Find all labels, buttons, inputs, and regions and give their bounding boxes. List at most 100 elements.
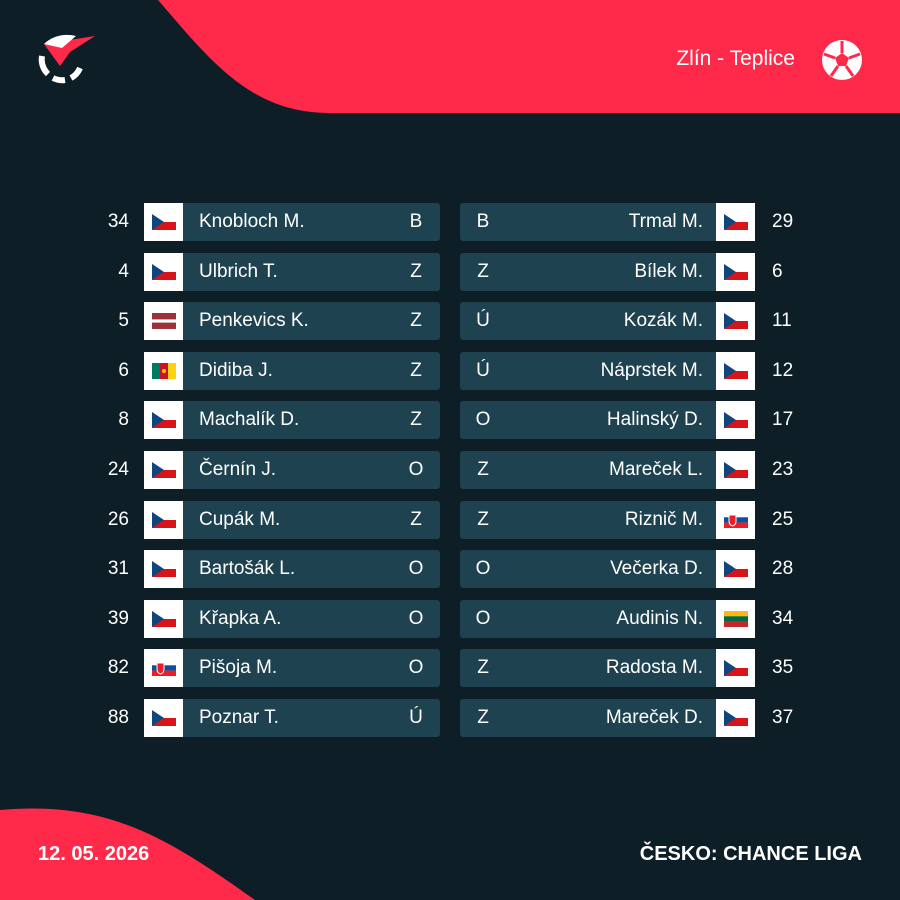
position: Z — [410, 359, 422, 381]
player-name: Mareček L. — [609, 459, 703, 480]
flag — [144, 550, 183, 589]
position: B — [409, 211, 423, 232]
flag — [716, 649, 755, 688]
player-row: Bílek M. Z — [460, 252, 755, 291]
player-row: Penkevics K. Z — [144, 302, 440, 341]
player-row: Bartošák L. O — [144, 550, 440, 589]
flag — [144, 500, 183, 539]
shirt-number: 34 — [107, 211, 129, 232]
player-name: Machalík D. — [199, 409, 300, 431]
league: ČESKO: CHANCE LIGA — [639, 843, 862, 865]
player-row: Pišoja M. O — [144, 649, 440, 688]
shirt-number: 28 — [772, 558, 794, 580]
shirt-number: 39 — [107, 607, 129, 629]
player-name: Poznar T. — [199, 707, 279, 728]
flag — [716, 401, 755, 440]
flag — [144, 451, 183, 489]
shirt-number: 24 — [107, 459, 129, 480]
player-row: Machalík D. Z — [144, 401, 440, 440]
position: Ú — [476, 310, 490, 332]
shirt-number: 26 — [107, 508, 129, 530]
flag — [716, 599, 755, 638]
position: Z — [410, 508, 422, 530]
position: Z — [477, 707, 489, 728]
shirt-number: 11 — [772, 310, 792, 332]
flag — [716, 203, 755, 241]
player-row: Černín J. O — [144, 451, 440, 489]
shirt-number: 6 — [772, 260, 783, 282]
player-name: Bartošák L. — [199, 558, 296, 580]
position: Ú — [409, 707, 423, 728]
position: Z — [477, 508, 489, 530]
player-row: Riznič M. Z — [460, 500, 755, 539]
position: Z — [477, 260, 489, 282]
position: O — [475, 607, 491, 629]
player-row: Audinis N. O — [460, 599, 755, 638]
position: O — [408, 607, 424, 629]
shirt-number: 4 — [118, 260, 129, 282]
flag — [716, 451, 755, 489]
flag — [144, 699, 183, 737]
player-name: Penkevics K. — [199, 310, 309, 332]
flag — [716, 550, 755, 589]
position: Z — [410, 409, 422, 431]
shirt-number: 6 — [118, 359, 129, 381]
player-name: Kozák M. — [623, 310, 703, 332]
shirt-number: 12 — [772, 359, 794, 381]
shirt-number: 35 — [772, 657, 794, 679]
flag — [716, 252, 755, 291]
flag — [716, 351, 755, 390]
position: O — [408, 459, 424, 480]
shirt-number: 25 — [772, 508, 794, 530]
player-name: Černín J. — [199, 459, 277, 480]
flag — [716, 302, 755, 341]
player-name: Didiba J. — [199, 359, 273, 381]
player-row: Halinský D. O — [460, 401, 755, 440]
position: Z — [410, 260, 422, 282]
flag — [144, 649, 183, 688]
position: Z — [410, 310, 422, 332]
player-name: Radosta M. — [605, 657, 703, 679]
player-row: Náprstek M. Ú — [460, 351, 755, 390]
position: B — [476, 211, 490, 232]
shirt-number: 88 — [107, 707, 129, 728]
flag — [144, 203, 183, 241]
shirt-number: 5 — [118, 310, 129, 332]
player-row: Křapka A. O — [144, 599, 440, 638]
player-name: Trmal M. — [628, 211, 703, 232]
player-name: Ulbrich T. — [199, 260, 278, 282]
player-row: Knobloch M. B — [144, 203, 440, 241]
date: 12. 05. 2026 — [38, 843, 150, 865]
flag — [716, 699, 755, 737]
player-name: Riznič M. — [624, 508, 703, 530]
flag — [144, 252, 183, 291]
player-name: Náprstek M. — [600, 359, 703, 381]
position: Z — [477, 657, 489, 679]
position: O — [475, 409, 491, 431]
player-name: Knobloch M. — [199, 211, 305, 232]
player-name: Cupák M. — [199, 508, 281, 530]
player-name: Pišoja M. — [199, 657, 278, 679]
player-name: Bílek M. — [634, 260, 703, 282]
shirt-number: 17 — [772, 409, 794, 431]
player-row: Večerka D. O — [460, 550, 755, 589]
player-row: Cupák M. Z — [144, 500, 440, 539]
flag — [144, 351, 183, 390]
flag — [144, 599, 183, 638]
shirt-number: 37 — [772, 707, 794, 728]
player-name: Audinis N. — [616, 607, 703, 629]
shirt-number: 34 — [772, 607, 794, 629]
player-row: Ulbrich T. Z — [144, 252, 440, 291]
player-name: Mareček D. — [605, 707, 703, 728]
shirt-number: 82 — [107, 657, 129, 679]
player-name: Halinský D. — [606, 409, 703, 431]
player-name: Večerka D. — [610, 558, 703, 580]
shirt-number: 31 — [107, 558, 129, 580]
shirt-number: 8 — [118, 409, 129, 431]
flag — [144, 302, 183, 341]
player-row: Didiba J. Z — [144, 351, 440, 390]
position: O — [475, 558, 491, 580]
player-name: Křapka A. — [199, 607, 282, 629]
